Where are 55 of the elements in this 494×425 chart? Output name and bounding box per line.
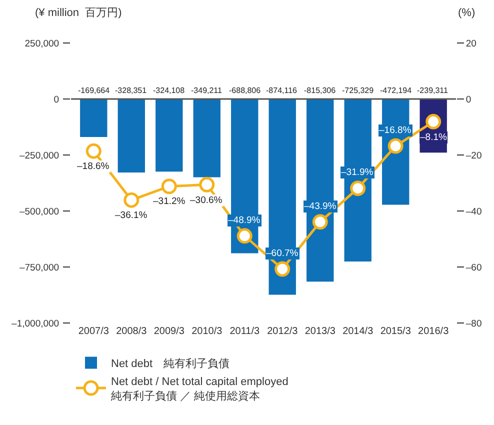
data-label: -472,194 bbox=[380, 86, 412, 95]
data-label: –8.1% bbox=[420, 132, 448, 143]
data-label: -349,211 bbox=[191, 86, 223, 95]
x-tick-label: 2008/3 bbox=[116, 326, 148, 337]
data-label: –16.8% bbox=[379, 125, 412, 136]
y-tick-label: –250,000 bbox=[19, 150, 60, 162]
y2-tick-label: –40 bbox=[466, 206, 482, 218]
data-label: –30.6% bbox=[190, 195, 223, 206]
data-label: -688,806 bbox=[229, 86, 262, 95]
data-label: -169,664 bbox=[78, 86, 110, 95]
data-label: –31.2% bbox=[153, 196, 186, 207]
x-tick-label: 2015/3 bbox=[380, 326, 412, 337]
data-label: -239,311 bbox=[417, 86, 449, 95]
point bbox=[124, 192, 140, 208]
x-tick-label: 2009/3 bbox=[154, 326, 185, 337]
x-tick-label: 2010/3 bbox=[192, 326, 223, 337]
y2-axis-title: (%) bbox=[458, 7, 476, 19]
data-label: –18.6% bbox=[77, 161, 110, 172]
point bbox=[312, 214, 328, 230]
legend-label: Net debt / Net total capital employed 純有利子負債 ／ 純使用総資本 bbox=[111, 376, 288, 402]
point bbox=[236, 228, 252, 244]
y-tick-label: –1,000,000 bbox=[12, 318, 60, 330]
legend-label: Net debt 純有利子負債 bbox=[111, 356, 230, 370]
x-tick-label: 2014/3 bbox=[342, 326, 374, 337]
x-tick-label: 2013/3 bbox=[304, 326, 336, 337]
x-tick-label: 2007/3 bbox=[78, 326, 110, 337]
x-tick-label: 2012/3 bbox=[267, 326, 298, 337]
x-tick-label: 2016/3 bbox=[418, 326, 450, 337]
y-tick-label: 250,000 bbox=[24, 38, 60, 50]
point bbox=[388, 138, 404, 154]
data-label: -725,329 bbox=[342, 86, 374, 95]
y2-tick-label: –20 bbox=[466, 150, 482, 162]
data-label: -815,306 bbox=[304, 86, 336, 95]
data-label: -328,351 bbox=[115, 86, 148, 95]
y2-tick-label: –60 bbox=[466, 262, 482, 274]
y2-tick-label: –80 bbox=[466, 318, 482, 330]
data-label: –43.9% bbox=[304, 201, 337, 212]
point bbox=[350, 180, 366, 196]
point bbox=[161, 178, 177, 194]
y-tick-label: –750,000 bbox=[19, 262, 60, 274]
y2-tick-label: 20 bbox=[466, 38, 476, 50]
point bbox=[199, 176, 215, 192]
y2-tick-label: 0 bbox=[466, 94, 472, 106]
point bbox=[274, 261, 290, 277]
data-label: –48.9% bbox=[228, 215, 261, 226]
x-tick-label: 2011/3 bbox=[230, 326, 260, 337]
y-tick-label: –500,000 bbox=[19, 206, 60, 218]
data-label: –31.9% bbox=[341, 167, 374, 178]
data-label: -324,108 bbox=[153, 86, 186, 95]
y-tick-label: 0 bbox=[54, 94, 60, 106]
data-label: –36.1% bbox=[115, 210, 148, 221]
point bbox=[86, 143, 102, 159]
data-label: –60.7% bbox=[266, 248, 299, 259]
data-label: -874,116 bbox=[266, 86, 298, 95]
y-axis-title: (¥ million 百万円) bbox=[35, 7, 122, 19]
